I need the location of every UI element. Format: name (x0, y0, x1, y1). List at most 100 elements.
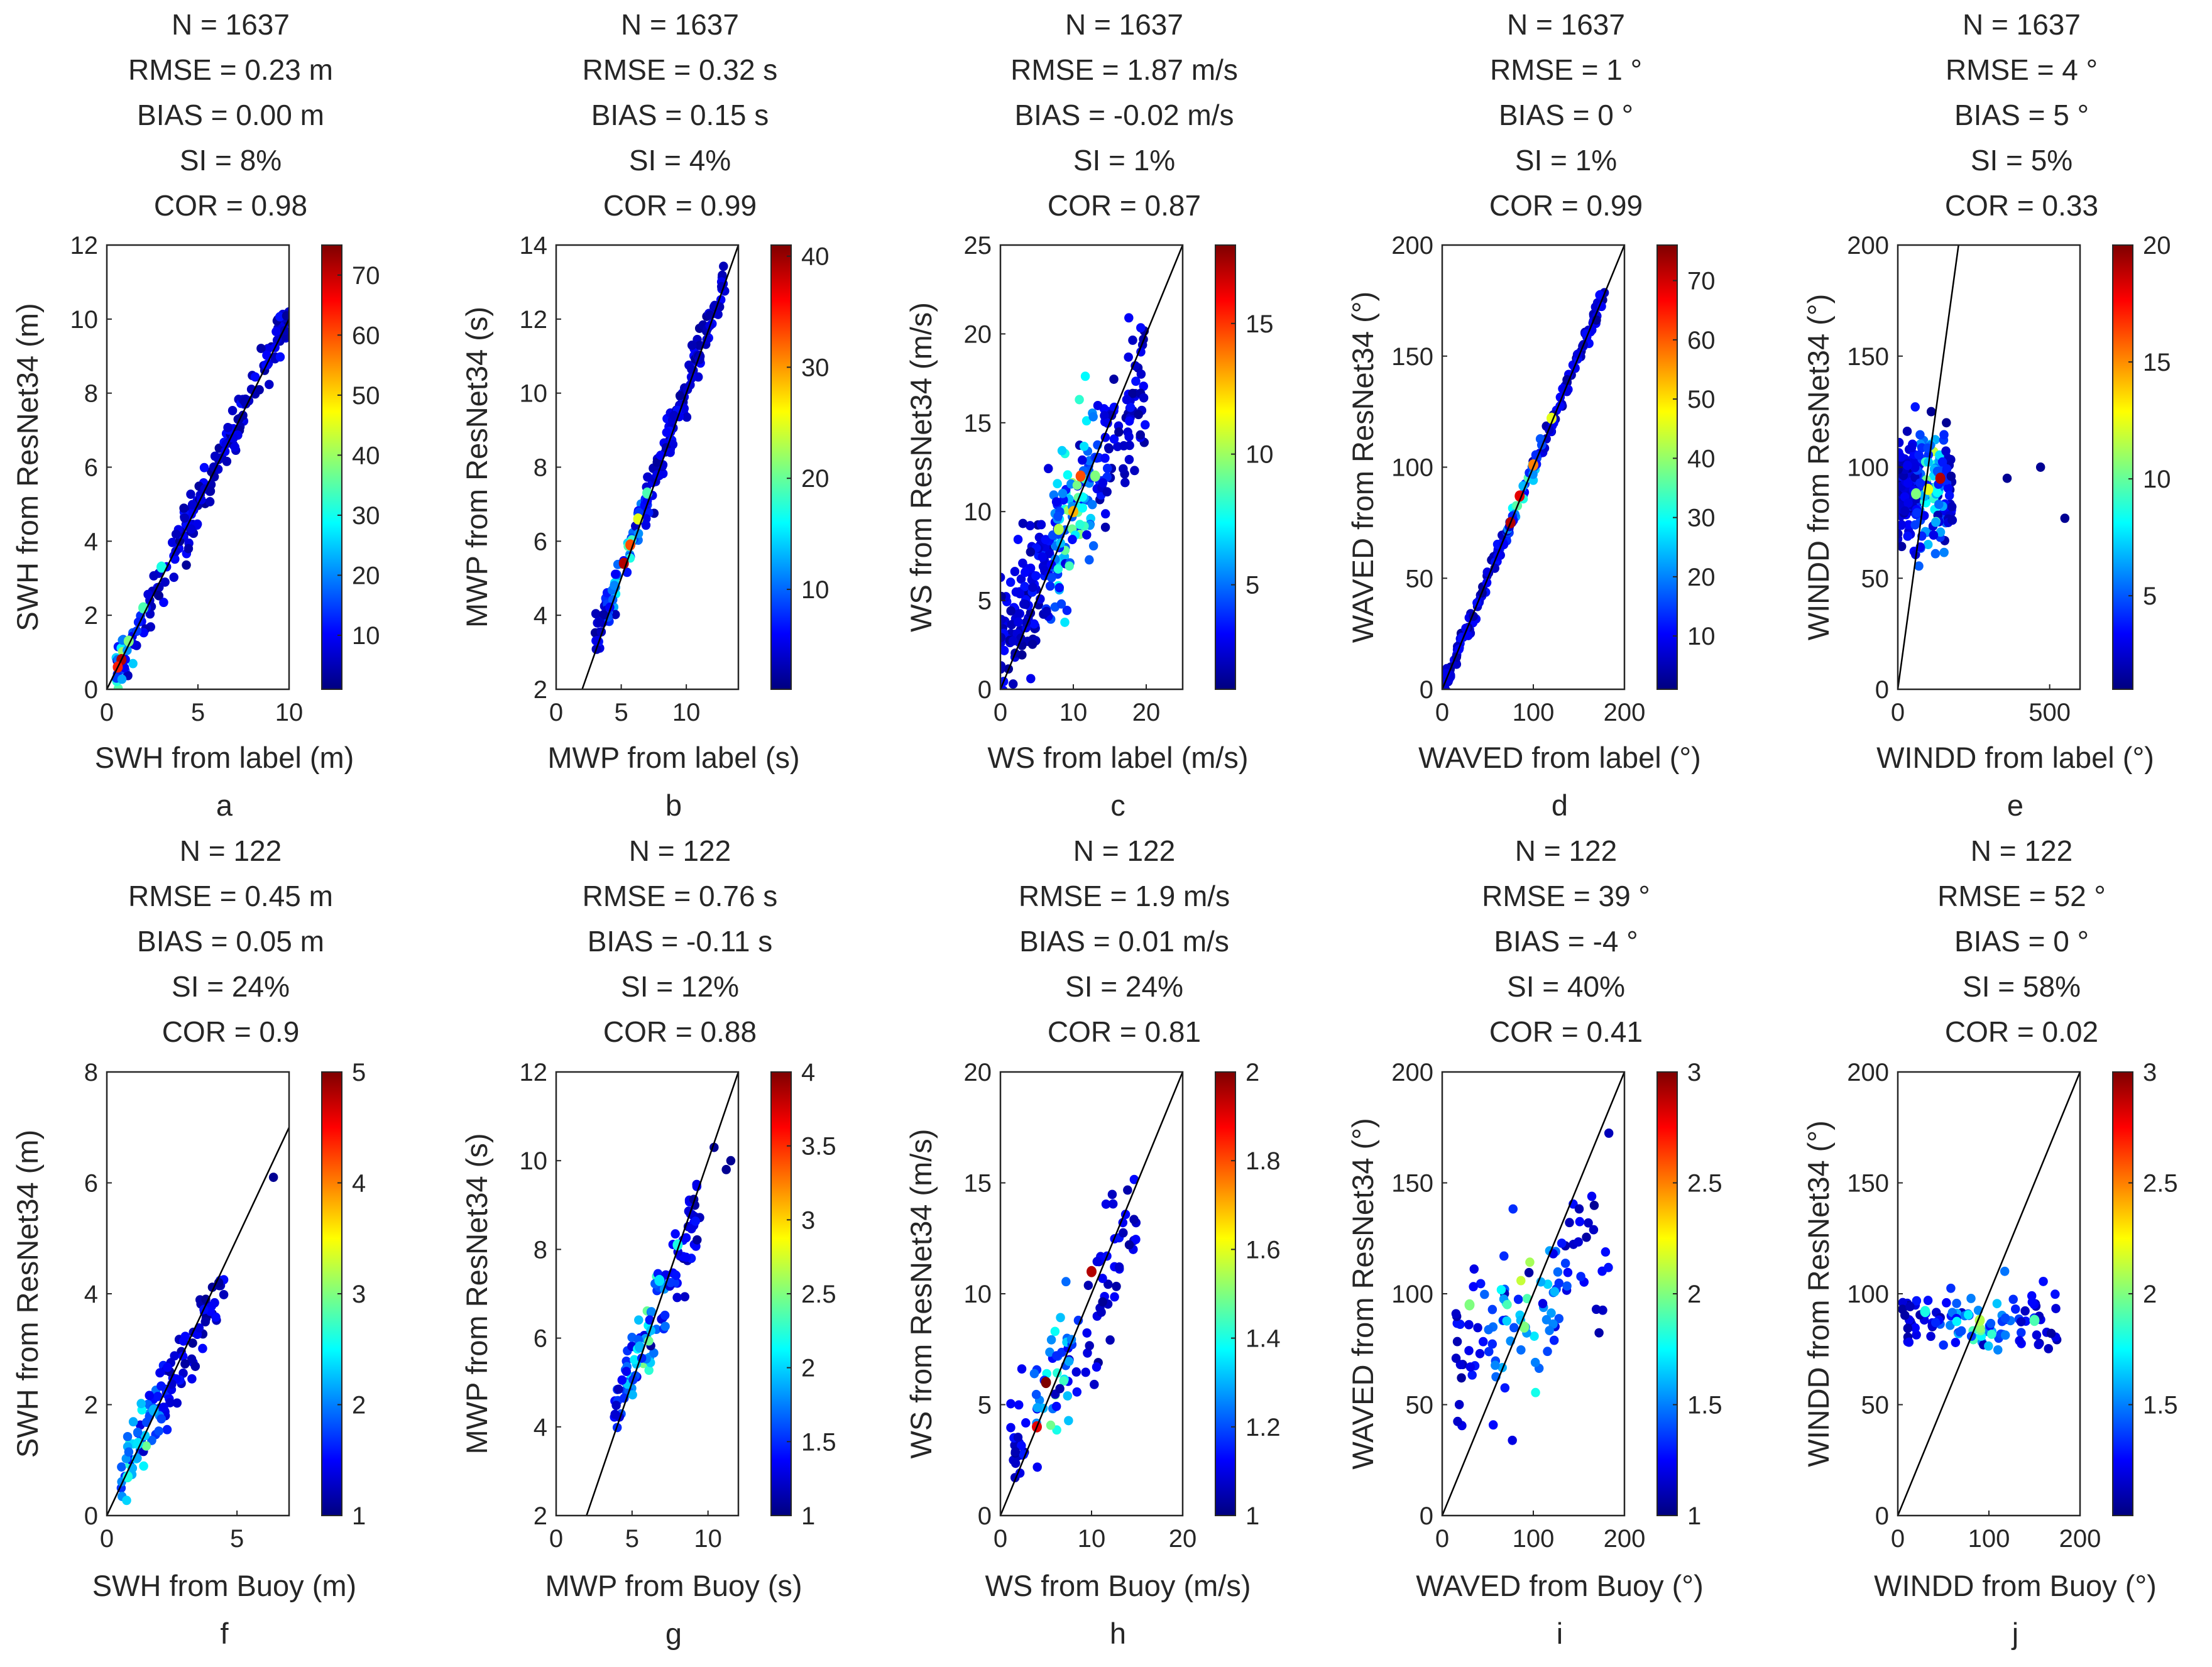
stat-line: RMSE = 52 ° (1937, 880, 2106, 912)
stat-line: RMSE = 1 ° (1490, 53, 1642, 86)
scatter-point (1549, 1335, 1559, 1345)
scatter-point (1006, 1399, 1016, 1409)
scatter-point (2008, 1294, 2018, 1304)
scatter-point (1000, 591, 1006, 601)
scatter-point (1047, 572, 1056, 582)
data-points (116, 1172, 278, 1506)
y-axis-label: WS from ResNet34 (m/s) (904, 302, 938, 632)
panel-f: N = 122 RMSE = 0.45 m BIAS = 0.05 m SI = 24… (11, 834, 366, 1650)
scatter-point (1053, 479, 1062, 489)
scatter-point (2011, 1304, 2020, 1314)
scatter-point (1574, 1204, 1584, 1214)
scatter-point (1083, 1348, 1092, 1358)
scatter-point (282, 311, 289, 321)
scatter-point (180, 513, 190, 523)
colorbar-tick-label: 70 (352, 262, 380, 290)
scatter-point (1513, 1294, 1523, 1304)
scatter-point (188, 1338, 197, 1348)
scatter-point (1083, 1281, 1093, 1291)
scatter-point (1090, 1379, 1099, 1389)
stat-line: COR = 0.88 (603, 1015, 757, 1048)
scatter-point (1942, 418, 1951, 428)
y-tick-label: 200 (1391, 232, 1433, 260)
stat-line: COR = 0.02 (1945, 1015, 2098, 1048)
colorbar-tick-label: 2 (352, 1392, 366, 1419)
stat-line: RMSE = 0.45 m (128, 880, 333, 912)
colorbar-tick-label: 3 (2143, 1059, 2157, 1086)
colorbar-tick-label: 3 (352, 1281, 366, 1308)
colorbar-tick-label: 1.5 (2143, 1392, 2178, 1419)
scatter-point-dense (1911, 488, 1921, 500)
stat-line: N = 1637 (1963, 8, 2081, 41)
y-tick-label: 150 (1847, 1170, 1889, 1198)
scatter-point (1128, 336, 1137, 345)
colorbar-tick-label: 3 (1687, 1059, 1701, 1086)
scatter-point (1031, 571, 1041, 581)
colorbar-tick-label: 1.4 (1246, 1325, 1281, 1353)
scatter-point (1543, 1347, 1552, 1357)
colorbar-tick-label: 4 (801, 1059, 815, 1086)
scatter-point (1499, 1251, 1509, 1261)
colorbar-tick-label: 20 (801, 465, 830, 493)
scatter-point (1565, 1218, 1574, 1228)
scatter-point (178, 1336, 189, 1346)
scatter-point (1946, 471, 1956, 481)
colorbar-tick-label: 60 (1687, 327, 1716, 354)
scatter-point (200, 1317, 210, 1327)
scatter-point (2020, 1306, 2030, 1316)
x-tick-label: 200 (2059, 1525, 2101, 1553)
scatter-point (1119, 1228, 1128, 1238)
scatter-point (1013, 609, 1023, 620)
scatter-point (1129, 1174, 1139, 1184)
scatter-point (1473, 1323, 1482, 1333)
scatter-point (1088, 500, 1097, 510)
panel-letter: j (2011, 1617, 2018, 1650)
scatter-point (143, 589, 153, 599)
x-tick-label: 10 (694, 1525, 722, 1553)
scatter-point (1939, 1340, 1948, 1350)
scatter-point (1931, 517, 1941, 527)
scatter-point (1063, 470, 1073, 480)
scatter-point (1576, 1272, 1585, 1281)
y-tick-label: 50 (1406, 565, 1434, 593)
scatter-point (1109, 434, 1119, 444)
scatter-point (210, 451, 220, 461)
scatter-point (1984, 1341, 1993, 1351)
scatter-point (1045, 1347, 1054, 1357)
scatter-point (1957, 1326, 1966, 1336)
colorbar-tick-label: 5 (352, 1059, 366, 1086)
scatter-point (1124, 454, 1134, 464)
scatter-point (2039, 1276, 2048, 1286)
panel-letter: f (220, 1617, 229, 1650)
y-tick-label: 10 (520, 380, 548, 408)
scatter-point (1910, 462, 1920, 473)
scatter-point (1046, 1335, 1056, 1345)
scatter-point (1522, 1294, 1532, 1304)
scatter-point (1442, 669, 1451, 679)
scatter-point (693, 1235, 702, 1245)
scatter-point (275, 312, 285, 322)
scatter-point (154, 1426, 163, 1436)
scatter-point (1475, 1348, 1485, 1358)
y-tick-label: 4 (84, 1281, 98, 1308)
scatter-point (634, 1315, 643, 1325)
scatter-point (160, 577, 170, 587)
stat-line: COR = 0.87 (1048, 189, 1201, 222)
scatter-point (2050, 1289, 2060, 1299)
y-tick-label: 50 (1406, 1392, 1434, 1419)
colorbar-tick-label: 1.6 (1246, 1236, 1281, 1264)
scatter-point (1098, 1274, 1107, 1283)
stat-line: N = 122 (1515, 834, 1617, 867)
scatter-point (1041, 535, 1051, 545)
colorbar-tick-label: 20 (1687, 564, 1716, 591)
colorbar-tick-label: 3.5 (801, 1133, 836, 1161)
y-tick-label: 5 (978, 1392, 992, 1419)
scatter-point (662, 427, 672, 437)
panel-letter: d (1552, 789, 1568, 822)
scatter-point (1503, 1299, 1512, 1309)
scatter-point (1951, 1338, 1961, 1347)
scatter-point (1008, 636, 1018, 646)
scatter-point (1550, 1287, 1560, 1297)
colorbar-tick-label: 1 (1687, 1502, 1701, 1530)
scatter-point (1929, 530, 1939, 540)
